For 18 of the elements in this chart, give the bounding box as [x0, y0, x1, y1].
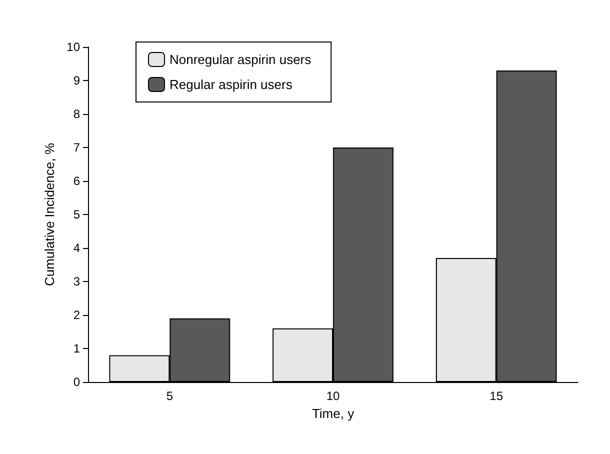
y-tick-label: 9: [73, 74, 80, 88]
y-tick-label: 10: [66, 40, 80, 54]
y-tick-label: 3: [73, 274, 80, 288]
y-tick-label: 2: [73, 308, 80, 322]
y-tick-label: 7: [73, 140, 80, 154]
x-tick-label: 5: [166, 389, 174, 403]
y-axis-title: Cumulative Incidence, %: [42, 142, 57, 286]
x-axis-title: Time, y: [312, 406, 355, 421]
x-tick-label: 10: [326, 389, 340, 403]
y-tick-label: 8: [73, 107, 80, 121]
legend-label: Nonregular aspirin users: [170, 52, 312, 67]
y-tick-label: 6: [73, 174, 80, 188]
y-tick-label: 4: [73, 241, 80, 255]
x-tick-label: 15: [490, 389, 504, 403]
y-tick-label: 0: [73, 375, 80, 389]
legend-label: Regular aspirin users: [170, 77, 293, 92]
y-tick-label: 5: [73, 208, 80, 222]
y-tick-label: 1: [73, 342, 80, 356]
